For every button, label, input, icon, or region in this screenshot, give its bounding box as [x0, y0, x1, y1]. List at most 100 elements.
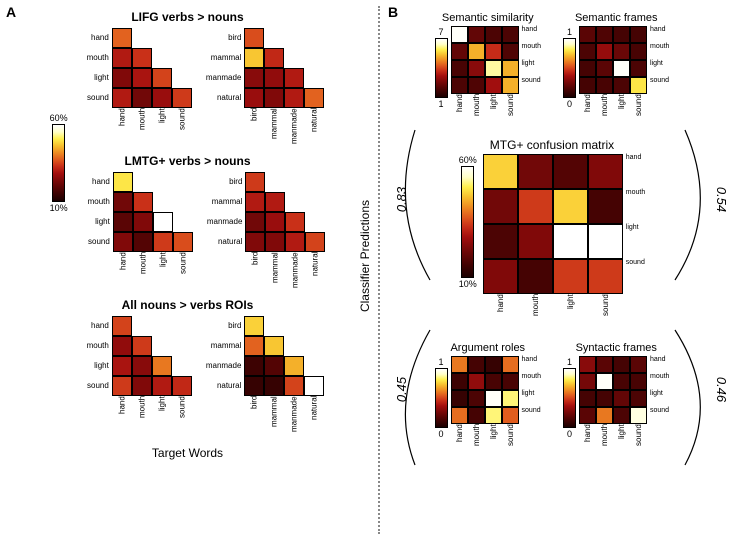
colorbar: 10 [563, 26, 576, 110]
heatmap-cell [613, 60, 630, 77]
heatmap-cell [451, 43, 468, 60]
col-label: hand [579, 424, 596, 458]
heatmap-cell [173, 232, 193, 252]
row-label: light [650, 60, 669, 77]
small-matrices-bottom: Argument roles10handmouthlightsoundhandm… [435, 342, 670, 458]
heatmap-cell [284, 68, 304, 88]
row-label: light [87, 356, 109, 376]
heatmap-cell [153, 212, 173, 232]
small-matrix-title: Syntactic frames [563, 342, 669, 354]
heatmap-cell [483, 224, 518, 259]
heatmap-cell [518, 154, 553, 189]
heatmap-cell [502, 77, 519, 94]
row-label: manmade [207, 212, 243, 232]
heatmap-cell [502, 43, 519, 60]
row-label: mouth [522, 43, 541, 60]
heatmap-cell [630, 407, 647, 424]
small-matrices-top: Semantic similarity71handmouthlightsound… [435, 12, 670, 128]
heatmap-cell [468, 373, 485, 390]
small-matrix: Syntactic frames10handmouthlightsoundhan… [563, 342, 669, 458]
row-label: sound [87, 376, 109, 396]
heatmap-cell [596, 373, 613, 390]
heatmap-cell [284, 356, 304, 376]
heatmap-cell [596, 43, 613, 60]
heatmap-cell [485, 43, 502, 60]
row-label: sound [650, 407, 669, 424]
heatmap-cell [468, 407, 485, 424]
heatmap-cell [112, 68, 132, 88]
row-label: light [88, 212, 110, 232]
heatmap-cell [502, 390, 519, 407]
heatmap-cell [579, 77, 596, 94]
row-label: mouth [650, 373, 669, 390]
x-axis-title: Target Words [152, 446, 223, 460]
col-label: mouth [468, 424, 485, 458]
heatmap-cell [502, 373, 519, 390]
small-matrix-title: Argument roles [435, 342, 541, 354]
col-label: mammal [265, 252, 285, 286]
row-label: light [650, 390, 669, 407]
heatmap-cell [596, 390, 613, 407]
col-label: sound [502, 94, 519, 128]
heatmap-cell [613, 390, 630, 407]
heatmap-cell [579, 407, 596, 424]
heatmap-cell [152, 68, 172, 88]
col-label: mouth [596, 94, 613, 128]
colorbar: 60%10% [50, 112, 68, 214]
heatmap-cell [630, 77, 647, 94]
heatmap-cell [244, 376, 264, 396]
row-label: hand [87, 316, 109, 336]
heatmap-cell [305, 232, 325, 252]
heatmap-cell [284, 88, 304, 108]
col-label: mouth [132, 396, 152, 430]
col-label: hand [451, 94, 468, 128]
col-label: light [152, 108, 172, 142]
heatmap-cell [588, 154, 623, 189]
heatmap-cell [483, 259, 518, 294]
row-label: manmade [206, 356, 242, 376]
heatmap-cell [304, 88, 324, 108]
col-label: mammal [264, 108, 284, 142]
row-label: bird [207, 172, 243, 192]
heatmap-cell [483, 154, 518, 189]
col-label: manmade [284, 108, 304, 142]
row-label: natural [206, 376, 242, 396]
heatmap-cell [630, 356, 647, 373]
mtg-confusion-block: MTG+ confusion matrix60%10%handmouthligh… [459, 138, 645, 328]
heatmap-cell [483, 189, 518, 224]
small-matrix: Argument roles10handmouthlightsoundhandm… [435, 342, 541, 458]
colorbar-max: 60% [50, 113, 68, 123]
col-label: hand [579, 94, 596, 128]
correlation-label: 0.46 [714, 377, 729, 402]
heatmap-cell [152, 88, 172, 108]
col-label: light [553, 294, 588, 328]
heatmap-cell [630, 373, 647, 390]
row-label: mouth [88, 192, 110, 212]
row-label: light [522, 390, 541, 407]
small-matrix: Semantic similarity71handmouthlightsound… [435, 12, 541, 128]
heatmap-cell [468, 77, 485, 94]
panel-a: LIFG verbs > nounshandmouthlightsoundhan… [0, 0, 375, 540]
row-label: natural [207, 232, 243, 252]
colorbar: 71 [435, 26, 448, 110]
row-label: manmade [206, 68, 242, 88]
row-label: mouth [626, 189, 645, 224]
heatmap-cell [518, 189, 553, 224]
heatmap-cell [468, 26, 485, 43]
heatmap-cell [588, 259, 623, 294]
heatmap-cell [579, 26, 596, 43]
heatmap-cell [596, 77, 613, 94]
col-label: hand [112, 396, 132, 430]
heatmap-cell [485, 356, 502, 373]
col-label: sound [172, 396, 192, 430]
col-label: sound [502, 424, 519, 458]
heatmap-cell [172, 376, 192, 396]
mtg-title: MTG+ confusion matrix [459, 138, 645, 152]
heatmap-cell [630, 26, 647, 43]
correlation-label: 0.45 [394, 377, 409, 402]
heatmap-cell [244, 68, 264, 88]
heatmap-cell [613, 77, 630, 94]
col-label: natural [304, 108, 324, 142]
row-label: mammal [207, 192, 243, 212]
heatmap-cell [113, 192, 133, 212]
